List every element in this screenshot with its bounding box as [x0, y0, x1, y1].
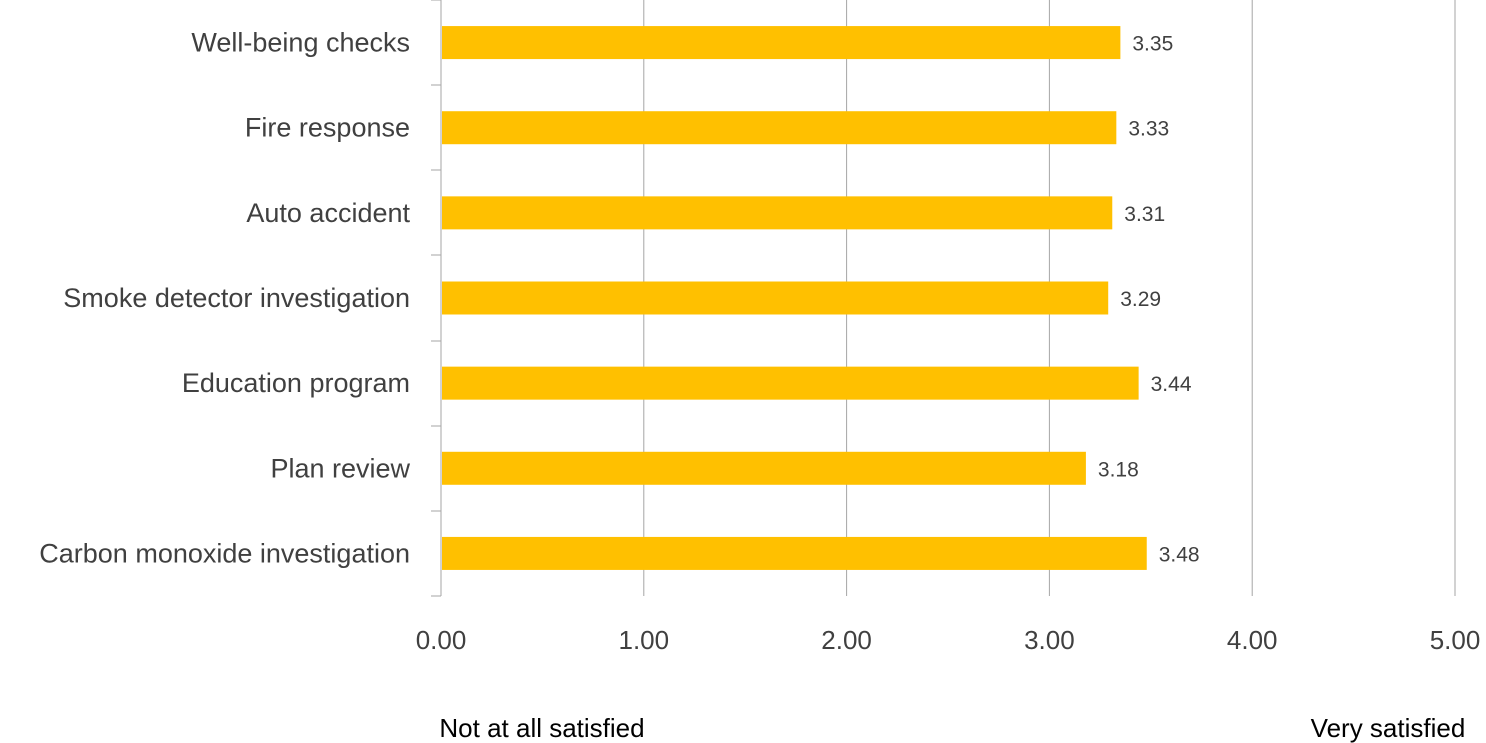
- label-layer: 0.00 1.00 2.00 3.00 4.00 5.00 Well-being check…: [39, 28, 1480, 655]
- scale-low-label: Not at all satisfied: [439, 713, 644, 743]
- axis-layer: [431, 0, 442, 597]
- x-tick-label: 0.00: [416, 625, 467, 655]
- category-label: Well-being checks: [191, 28, 410, 58]
- data-label: 3.33: [1128, 118, 1169, 141]
- bar: [442, 451, 1086, 485]
- data-label: 3.35: [1132, 33, 1173, 56]
- x-tick-label: 1.00: [618, 625, 669, 655]
- category-label: Auto accident: [246, 198, 410, 228]
- bar-layer: [442, 26, 1147, 570]
- data-label: 3.29: [1120, 288, 1161, 311]
- category-label: Education program: [182, 368, 410, 398]
- bar: [442, 196, 1113, 230]
- bar: [442, 111, 1117, 145]
- x-tick-label: 5.00: [1430, 625, 1481, 655]
- bar: [442, 366, 1139, 400]
- data-label: 3.18: [1098, 458, 1139, 481]
- data-label: 3.48: [1159, 543, 1200, 566]
- category-label: Plan review: [270, 453, 410, 483]
- data-label: 3.31: [1124, 203, 1165, 226]
- bar: [442, 281, 1109, 315]
- x-tick-label: 2.00: [821, 625, 872, 655]
- scale-high-label: Very satisfied: [1311, 713, 1466, 743]
- x-tick-label: 4.00: [1227, 625, 1278, 655]
- bar: [442, 26, 1121, 60]
- bar: [442, 536, 1147, 570]
- category-label: Fire response: [245, 113, 410, 143]
- category-label: Smoke detector investigation: [63, 283, 410, 313]
- x-tick-label: 3.00: [1024, 625, 1075, 655]
- data-label: 3.44: [1151, 373, 1192, 396]
- category-label: Carbon monoxide investigation: [39, 538, 410, 568]
